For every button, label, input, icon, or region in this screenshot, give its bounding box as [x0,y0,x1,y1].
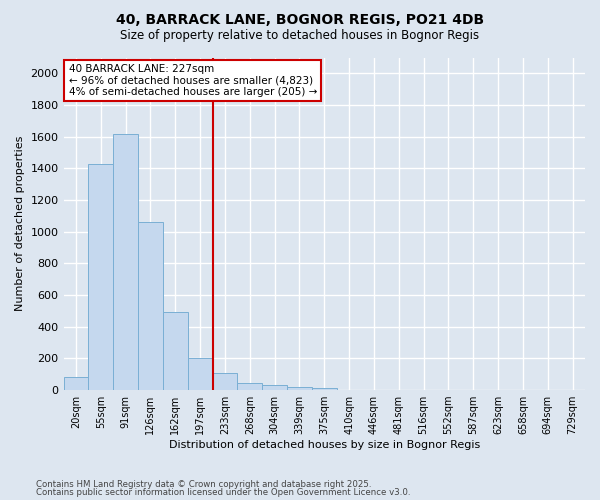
Bar [312,388,337,390]
Text: Contains HM Land Registry data © Crown copyright and database right 2025.: Contains HM Land Registry data © Crown c… [36,480,371,489]
Text: Contains public sector information licensed under the Open Government Licence v3: Contains public sector information licen… [36,488,410,497]
Y-axis label: Number of detached properties: Number of detached properties [15,136,25,312]
Text: 40 BARRACK LANE: 227sqm
← 96% of detached houses are smaller (4,823)
4% of semi-: 40 BARRACK LANE: 227sqm ← 96% of detache… [68,64,317,97]
Bar [163,312,188,390]
Bar [88,164,113,390]
X-axis label: Distribution of detached houses by size in Bognor Regis: Distribution of detached houses by size … [169,440,480,450]
Bar [262,386,287,390]
Bar [212,372,238,390]
Bar [138,222,163,390]
Bar [64,378,88,390]
Text: 40, BARRACK LANE, BOGNOR REGIS, PO21 4DB: 40, BARRACK LANE, BOGNOR REGIS, PO21 4DB [116,12,484,26]
Bar [238,384,262,390]
Bar [188,358,212,390]
Text: Size of property relative to detached houses in Bognor Regis: Size of property relative to detached ho… [121,29,479,42]
Bar [113,134,138,390]
Bar [287,387,312,390]
